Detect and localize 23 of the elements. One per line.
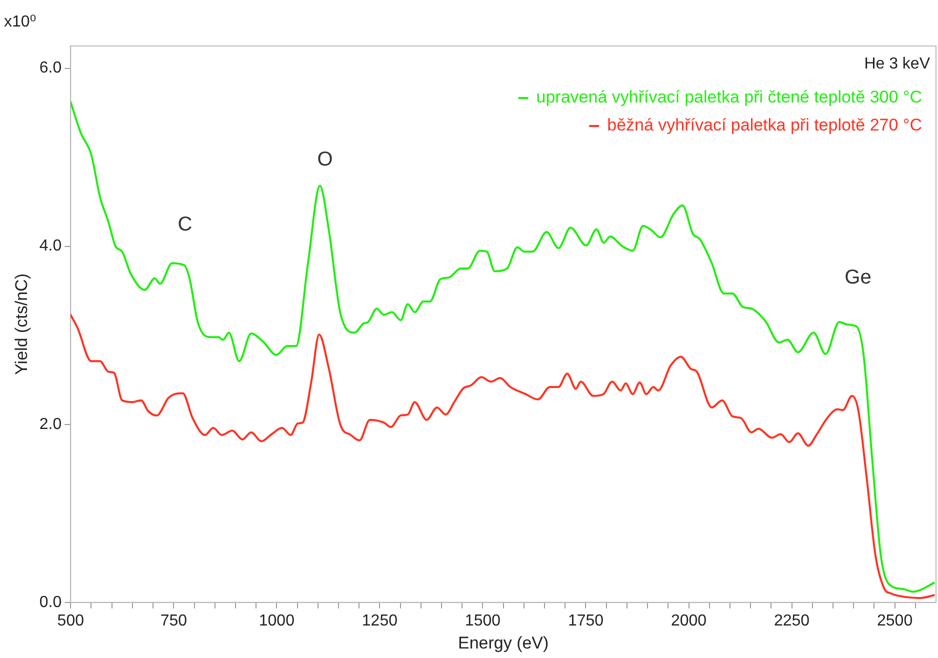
- x-tick-label: 2500: [876, 612, 913, 630]
- x-tick-label: 1000: [258, 612, 295, 630]
- annotation: O: [317, 148, 333, 171]
- y-axis-title: Yield (cts/nC): [12, 273, 31, 375]
- x-tick-label: 750: [160, 612, 188, 630]
- annotation: Ge: [844, 266, 872, 289]
- annotation: C: [178, 214, 192, 236]
- x-tick-label: 1750: [568, 612, 604, 630]
- annotation: He 3 keV: [864, 55, 930, 72]
- y-tick-label: 0.0: [39, 594, 62, 611]
- x-tick-label: 1250: [362, 612, 398, 630]
- y-tick-label: 6.0: [39, 60, 62, 77]
- y-tick-label: 2.0: [39, 416, 62, 433]
- legend-label: běžná vyhřívací paletka při teplotě 270 °C: [607, 116, 922, 135]
- x-tick-label: 1500: [464, 612, 501, 630]
- legend-label: upravená vyhřívací paletka při čtené teplotě 300 °C: [536, 88, 922, 107]
- x-tick-label: 2000: [670, 612, 707, 630]
- text: x10⁰: [4, 13, 36, 30]
- x-tick-label: 2250: [774, 612, 810, 630]
- x-axis-title: Energy (eV): [458, 633, 549, 652]
- x-tick-label: 500: [57, 612, 84, 630]
- y-tick-label: 4.0: [39, 238, 62, 255]
- line-series: [70, 314, 935, 599]
